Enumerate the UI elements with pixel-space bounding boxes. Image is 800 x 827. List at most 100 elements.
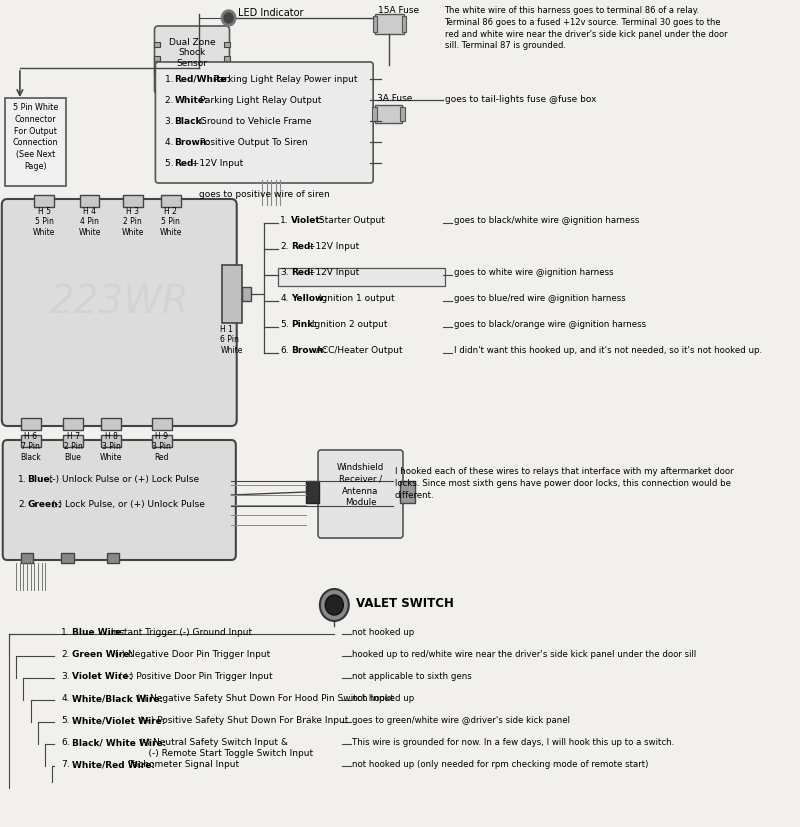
Text: hooked up to red/white wire near the driver's side kick panel under the door sil: hooked up to red/white wire near the dri… [352, 650, 697, 659]
Bar [224, 42, 230, 47]
Text: goes to tail-lights fuse @fuse box: goes to tail-lights fuse @fuse box [445, 95, 596, 104]
Bar [375, 14, 404, 34]
Text: Ground to Vehicle Frame: Ground to Vehicle Frame [197, 117, 311, 126]
Bar [224, 56, 230, 61]
Bar [63, 435, 83, 447]
Text: H 6
7 Pin
Black: H 6 7 Pin Black [20, 432, 41, 461]
Text: 6.: 6. [280, 346, 289, 355]
Text: H 8
3 Pin
White: H 8 3 Pin White [100, 432, 122, 461]
Bar [224, 70, 230, 75]
Text: (-) Lock Pulse, or (+) Unlock Pulse: (-) Lock Pulse, or (+) Unlock Pulse [50, 500, 206, 509]
Bar [101, 435, 121, 447]
FancyBboxPatch shape [154, 26, 230, 94]
Text: 2.: 2. [62, 650, 70, 659]
Text: Brown:: Brown: [291, 346, 327, 355]
Text: 5.: 5. [166, 159, 177, 168]
Text: LED Indicator: LED Indicator [238, 8, 303, 18]
Text: The white wire of this harness goes to terminal 86 of a relay.
Terminal 86 goes : The white wire of this harness goes to t… [445, 6, 727, 50]
FancyBboxPatch shape [155, 62, 373, 183]
Text: 2.: 2. [18, 500, 26, 509]
Text: Starter Output: Starter Output [316, 216, 385, 225]
Text: not hooked up (only needed for rpm checking mode of remote start): not hooked up (only needed for rpm check… [352, 760, 649, 769]
Text: Violet Wire:: Violet Wire: [72, 672, 133, 681]
Text: goes to positive wire of siren: goes to positive wire of siren [198, 190, 330, 199]
Bar [375, 105, 402, 123]
Text: (-) Negative Safety Shut Down For Hood Pin Switch Input: (-) Negative Safety Shut Down For Hood P… [134, 694, 394, 703]
Text: White/Red Wire:: White/Red Wire: [72, 760, 155, 769]
Text: Green Wire:: Green Wire: [72, 650, 134, 659]
Text: +12V Input: +12V Input [306, 268, 360, 277]
Bar [222, 265, 242, 323]
Text: Black:: Black: [174, 117, 206, 126]
Bar [278, 268, 446, 286]
Text: goes to black/white wire @ignition harness: goes to black/white wire @ignition harne… [454, 216, 639, 225]
Bar [79, 195, 99, 207]
Text: H 3
2 Pin
White: H 3 2 Pin White [122, 207, 144, 237]
Bar [152, 435, 172, 447]
Text: ACC/Heater Output: ACC/Heater Output [313, 346, 402, 355]
Text: (-) Neutral Safety Switch Input &
    (-) Remote Start Toggle Switch Input: (-) Neutral Safety Switch Input & (-) Re… [138, 738, 314, 758]
Bar [400, 481, 414, 503]
Text: Ignition 1 output: Ignition 1 output [316, 294, 395, 303]
FancyBboxPatch shape [2, 440, 236, 560]
Bar [154, 56, 160, 61]
Text: Parking Light Relay Output: Parking Light Relay Output [197, 96, 321, 105]
Text: +12V Input: +12V Input [306, 242, 360, 251]
FancyBboxPatch shape [2, 199, 237, 426]
Text: VALET SWITCH: VALET SWITCH [356, 597, 454, 610]
Bar [106, 553, 119, 563]
FancyBboxPatch shape [318, 450, 403, 538]
Text: 5.: 5. [280, 320, 289, 329]
Text: I hooked each of these wires to relays that interface with my aftermarket door
l: I hooked each of these wires to relays t… [395, 467, 734, 500]
Text: Positive Output To Siren: Positive Output To Siren [197, 138, 307, 147]
Text: Brown:: Brown: [174, 138, 210, 147]
Text: Black/ White Wire:: Black/ White Wire: [72, 738, 166, 747]
Text: Pink:: Pink: [291, 320, 317, 329]
Bar [34, 195, 54, 207]
Text: I didn't want this hooked up, and it's not needed, so it's not hooked up.: I didn't want this hooked up, and it's n… [454, 346, 762, 355]
Text: not hooked up: not hooked up [352, 694, 414, 703]
Text: Red/White:: Red/White: [174, 75, 230, 84]
Bar [101, 418, 121, 430]
Text: Windshield
Receiver /
Antenna
Module: Windshield Receiver / Antenna Module [337, 463, 384, 508]
Text: not hooked up: not hooked up [352, 628, 414, 637]
Text: 15A Fuse: 15A Fuse [378, 6, 419, 15]
Text: Red:: Red: [174, 159, 198, 168]
Text: 4.: 4. [280, 294, 289, 303]
Text: (+) Positive Safety Shut Down For Brake Input: (+) Positive Safety Shut Down For Brake … [138, 716, 349, 725]
Circle shape [320, 589, 349, 621]
Text: 5.: 5. [62, 716, 70, 725]
Text: Red:: Red: [291, 242, 314, 251]
Bar [63, 418, 83, 430]
Text: (-) Negative Door Pin Trigger Input: (-) Negative Door Pin Trigger Input [112, 650, 270, 659]
Text: 2.: 2. [280, 242, 289, 251]
Text: 1.: 1. [62, 628, 70, 637]
Text: 4.: 4. [166, 138, 177, 147]
Bar [152, 418, 172, 430]
Text: 1.: 1. [18, 475, 26, 484]
Text: (-) Unlock Pulse or (+) Lock Pulse: (-) Unlock Pulse or (+) Lock Pulse [46, 475, 198, 484]
Bar [154, 42, 160, 47]
Text: goes to white wire @ignition harness: goes to white wire @ignition harness [454, 268, 613, 277]
Text: goes to blue/red wire @ignition harness: goes to blue/red wire @ignition harness [454, 294, 626, 303]
Text: 223WR: 223WR [50, 284, 189, 322]
Bar [62, 553, 74, 563]
Text: Violet:: Violet: [291, 216, 324, 225]
Text: (+) Positive Door Pin Trigger Input: (+) Positive Door Pin Trigger Input [116, 672, 272, 681]
Bar [373, 16, 377, 32]
Text: 3A Fuse: 3A Fuse [377, 94, 412, 103]
Text: 3.: 3. [62, 672, 70, 681]
Text: 1.: 1. [280, 216, 289, 225]
Circle shape [224, 13, 233, 23]
Text: Red:: Red: [291, 268, 314, 277]
Bar [372, 107, 377, 121]
Text: H 7
2 Pin
Blue: H 7 2 Pin Blue [64, 432, 82, 461]
Text: Yellow:: Yellow: [291, 294, 327, 303]
Text: 3.: 3. [280, 268, 289, 277]
Text: Dual Zone
Shock
Sensor: Dual Zone Shock Sensor [169, 38, 215, 68]
Bar [5, 98, 66, 186]
Text: H 9
3 Pin
Red: H 9 3 Pin Red [152, 432, 171, 461]
Bar [154, 70, 160, 75]
Text: H 4
4 Pin
White: H 4 4 Pin White [78, 207, 101, 237]
Text: This wire is grounded for now. In a few days, I will hook this up to a switch.: This wire is grounded for now. In a few … [352, 738, 674, 747]
